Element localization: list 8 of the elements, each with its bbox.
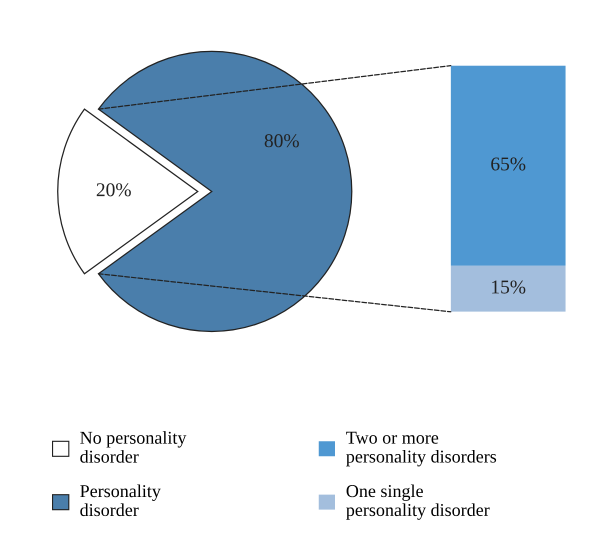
data-label: 20% [96, 183, 131, 196]
legend-label: Personality disorder [80, 484, 161, 516]
legend-label: One single personality disorder [346, 484, 490, 520]
data-label: 80% [264, 134, 299, 148]
legend-label: No personality disorder [80, 431, 186, 463]
legend-label: Two or more personality disorders [346, 432, 496, 466]
data-label: 65% [491, 157, 526, 171]
data-label: 15% [492, 280, 526, 294]
